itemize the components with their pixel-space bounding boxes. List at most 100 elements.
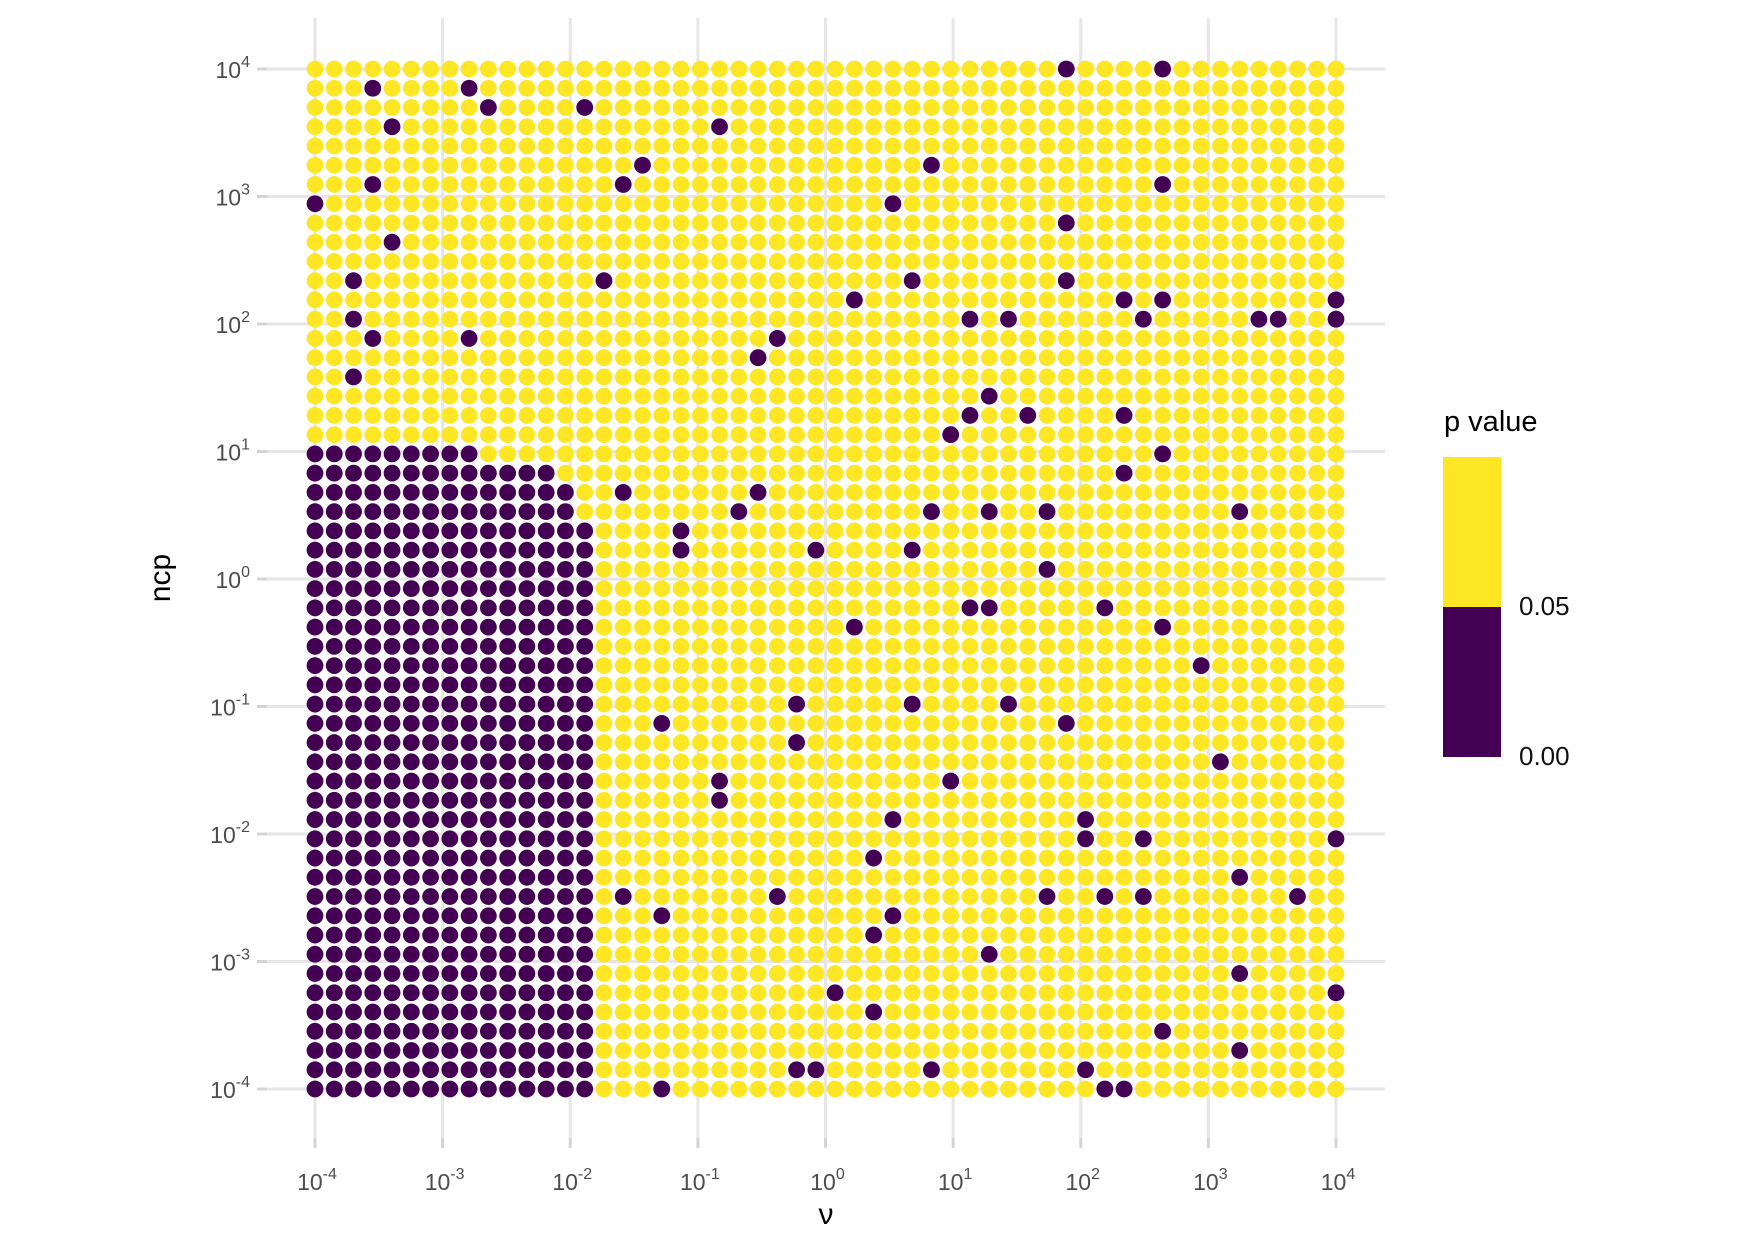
data-point — [576, 618, 594, 636]
data-point — [1000, 734, 1017, 751]
data-point — [1115, 79, 1133, 97]
data-point — [788, 618, 805, 636]
data-point — [1134, 695, 1152, 713]
data-point — [1000, 945, 1017, 963]
data-point — [672, 580, 690, 598]
data-point — [1212, 233, 1229, 251]
data-point — [980, 541, 998, 559]
data-point — [614, 522, 632, 540]
data-point — [306, 1003, 324, 1021]
data-point — [1269, 387, 1287, 405]
data-point — [345, 599, 362, 617]
data-point — [653, 753, 671, 771]
data-point — [1289, 233, 1306, 251]
data-point — [1231, 137, 1249, 155]
data-point — [1231, 945, 1249, 963]
data-point — [826, 464, 844, 482]
data-point — [576, 522, 594, 540]
data-point — [364, 118, 382, 136]
data-point — [614, 349, 632, 367]
data-point — [1231, 541, 1249, 559]
data-point — [730, 984, 748, 1002]
data-point — [903, 387, 921, 405]
data-point — [1327, 118, 1345, 136]
data-point — [711, 330, 728, 347]
data-point — [1289, 734, 1306, 751]
data-point — [325, 1042, 343, 1059]
data-point — [865, 1022, 883, 1040]
data-point — [364, 657, 382, 674]
data-point — [518, 310, 536, 328]
data-point — [826, 426, 844, 444]
data-point — [923, 541, 940, 559]
data-point — [1038, 484, 1056, 501]
data-point — [402, 637, 420, 655]
data-point — [865, 676, 883, 694]
data-point — [768, 637, 786, 655]
data-point — [441, 888, 459, 905]
data-point — [383, 176, 401, 193]
data-point — [1134, 445, 1152, 463]
data-point — [923, 99, 940, 116]
data-point — [364, 599, 382, 617]
data-point — [518, 426, 536, 444]
data-point — [1057, 368, 1075, 386]
data-point — [1000, 426, 1017, 444]
data-point — [730, 1042, 748, 1059]
data-point — [1308, 1003, 1326, 1021]
data-point — [865, 233, 883, 251]
data-point — [1250, 541, 1268, 559]
data-point — [441, 1022, 459, 1040]
data-point — [1115, 484, 1133, 501]
data-point — [1000, 214, 1017, 232]
data-point — [537, 291, 555, 309]
data-point — [422, 407, 439, 424]
data-point — [518, 1080, 536, 1098]
data-point — [826, 984, 844, 1002]
data-point — [1269, 868, 1287, 886]
data-point — [768, 580, 786, 598]
data-point — [749, 1003, 767, 1021]
data-point — [557, 407, 574, 424]
data-point — [884, 522, 902, 540]
data-point — [1269, 945, 1287, 963]
data-point — [557, 310, 574, 328]
data-point — [460, 310, 478, 328]
data-point — [1115, 349, 1133, 367]
data-point — [749, 772, 767, 790]
data-point — [807, 637, 825, 655]
data-point — [1000, 849, 1017, 867]
data-point — [1096, 1080, 1114, 1098]
data-point — [903, 676, 921, 694]
data-point — [1192, 657, 1210, 674]
data-point — [961, 580, 979, 598]
data-point — [1019, 1080, 1037, 1098]
data-point — [499, 714, 517, 732]
data-point — [1173, 1061, 1191, 1079]
data-point — [672, 560, 690, 578]
data-point — [1308, 676, 1326, 694]
data-point — [1134, 868, 1152, 886]
data-point — [479, 233, 497, 251]
data-point — [1289, 349, 1306, 367]
data-point — [537, 791, 555, 809]
data-point — [1038, 214, 1056, 232]
data-point — [1173, 407, 1191, 424]
data-point — [1154, 984, 1172, 1002]
data-point — [1019, 965, 1037, 982]
data-point — [441, 291, 459, 309]
data-point — [364, 330, 382, 347]
data-point — [634, 849, 651, 867]
data-point — [383, 60, 401, 78]
data-point — [807, 811, 825, 828]
data-point — [1192, 445, 1210, 463]
data-point — [1173, 714, 1191, 732]
data-point — [749, 849, 767, 867]
data-point — [672, 272, 690, 290]
data-point — [1096, 176, 1114, 193]
data-point — [595, 137, 613, 155]
data-point — [980, 637, 998, 655]
data-point — [576, 272, 594, 290]
data-point — [691, 503, 709, 521]
